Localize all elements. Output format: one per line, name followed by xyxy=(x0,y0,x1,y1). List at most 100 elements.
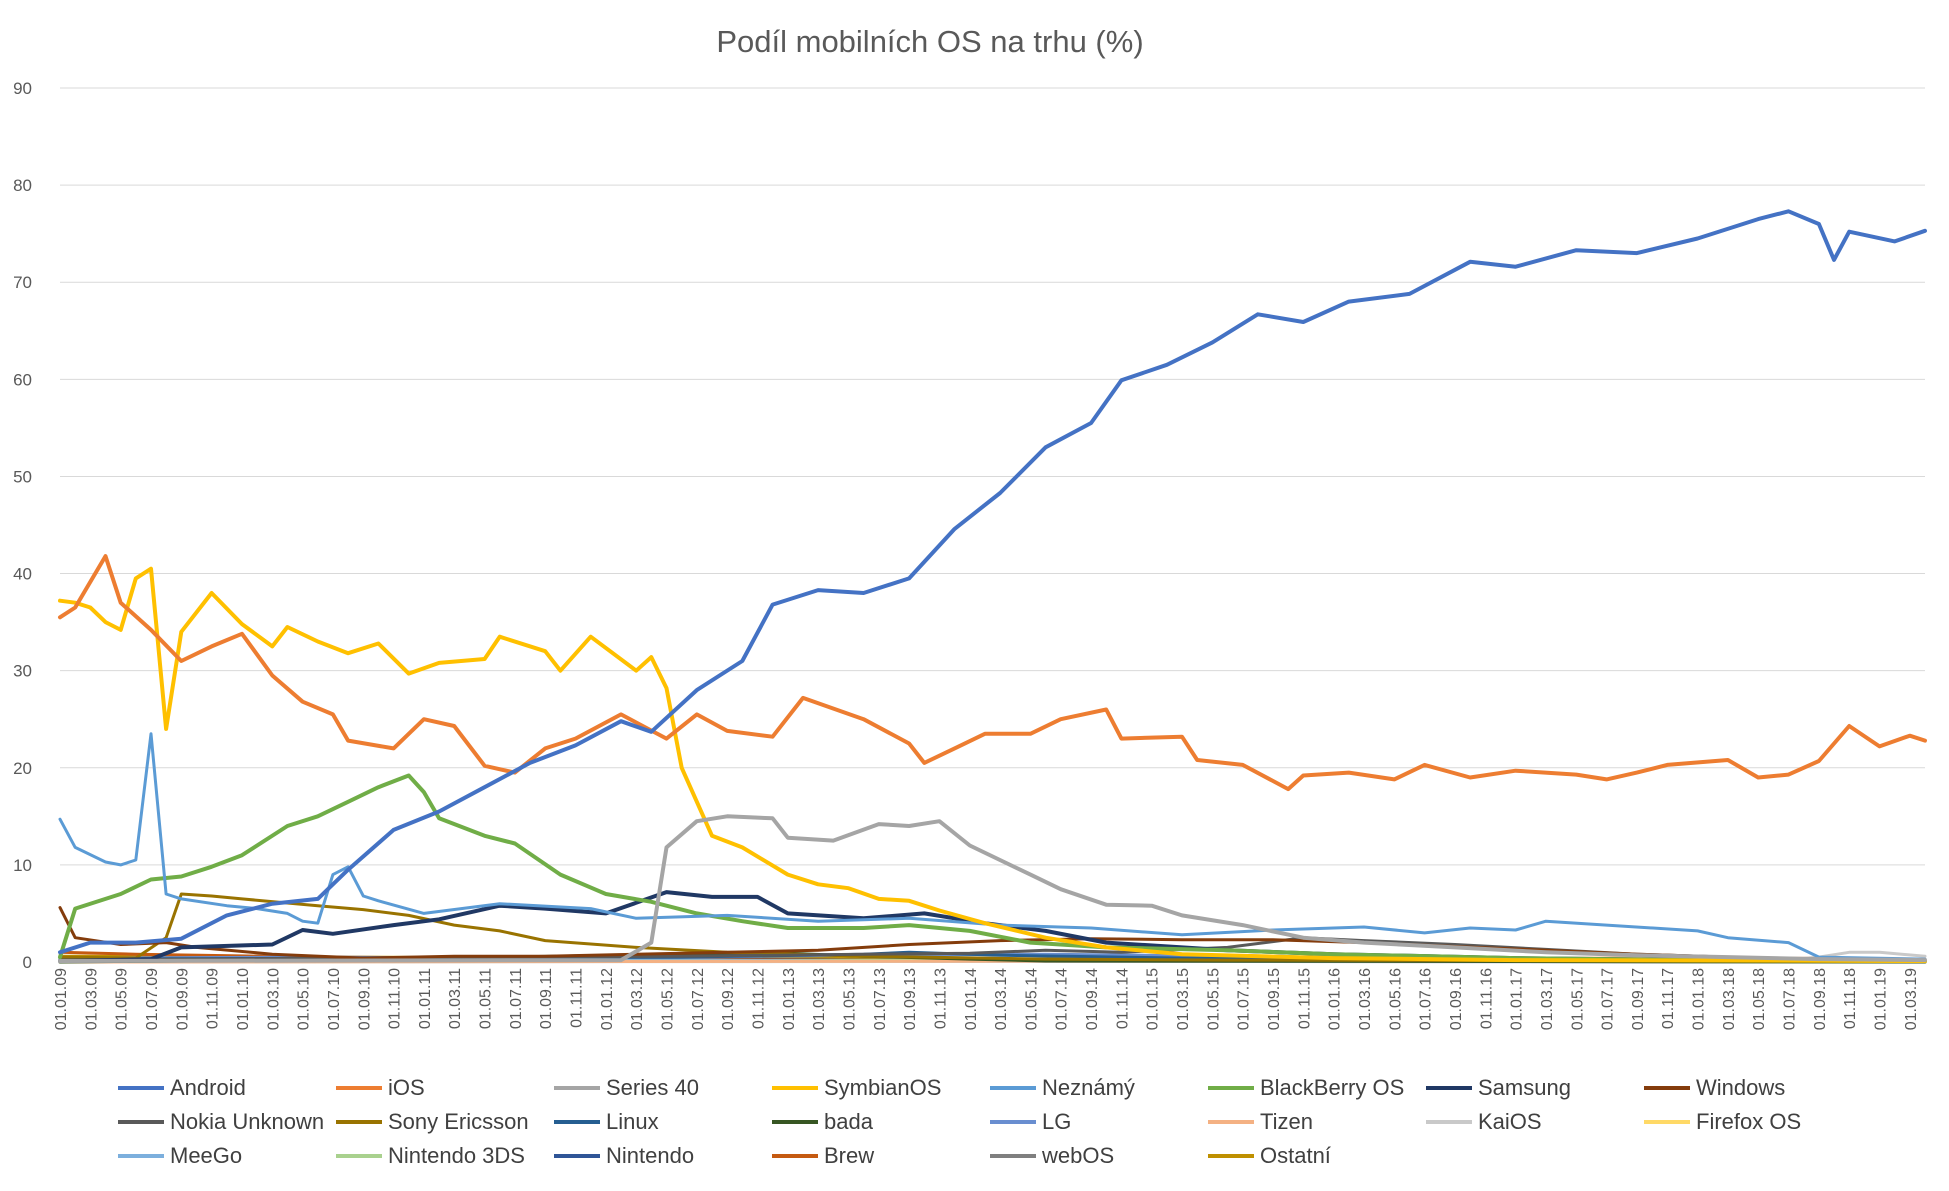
y-tick-label: 0 xyxy=(23,953,32,972)
x-tick-label: 01.07.12 xyxy=(690,968,707,1030)
legend-item: iOS xyxy=(336,1075,554,1100)
x-tick-label: 01.03.15 xyxy=(1175,968,1192,1030)
legend-swatch xyxy=(1208,1153,1254,1158)
legend-swatch xyxy=(1208,1085,1254,1090)
legend-item: Linux xyxy=(554,1109,772,1134)
x-tick-label: 01.07.18 xyxy=(1782,968,1799,1030)
legend-item: Windows xyxy=(1644,1075,1862,1100)
x-tick-label: 01.05.16 xyxy=(1387,968,1404,1030)
y-tick-label: 70 xyxy=(13,273,32,292)
x-tick-label: 01.03.16 xyxy=(1357,968,1374,1030)
x-tick-label: 01.11.17 xyxy=(1660,968,1677,1029)
legend-item: bada xyxy=(772,1109,990,1134)
legend-label: Brew xyxy=(824,1142,875,1168)
x-tick-label: 01.07.17 xyxy=(1600,968,1617,1030)
x-tick-label: 01.01.16 xyxy=(1327,968,1344,1030)
legend-label: Linux xyxy=(606,1108,659,1134)
legend-swatch xyxy=(990,1119,1036,1124)
x-tick-label: 01.01.09 xyxy=(53,968,70,1030)
series-line-android xyxy=(58,209,1927,955)
legend-label: Ostatní xyxy=(1260,1142,1331,1168)
x-tick-label: 01.11.18 xyxy=(1842,968,1859,1029)
x-tick-label: 01.09.16 xyxy=(1448,968,1465,1030)
x-tick-label: 01.09.10 xyxy=(356,968,373,1030)
x-tick-label: 01.05.15 xyxy=(1205,968,1222,1030)
x-tick-label: 01.01.11 xyxy=(417,968,434,1029)
legend-item: Ostatní xyxy=(1208,1143,1426,1168)
x-tick-label: 01.09.09 xyxy=(174,968,191,1030)
x-tick-label: 01.07.14 xyxy=(1054,968,1071,1030)
legend-swatch xyxy=(1644,1119,1690,1124)
legend: Android iOS Series 40 SymbianOS Neznámý Black… xyxy=(118,1075,1908,1168)
x-tick-label: 01.05.12 xyxy=(660,968,677,1030)
x-tick-label: 01.03.10 xyxy=(265,968,282,1030)
x-tick-label: 01.09.14 xyxy=(1084,968,1101,1030)
legend-item: SymbianOS xyxy=(772,1075,990,1100)
chart-title: Podíl mobilních OS na trhu (%) xyxy=(716,24,1143,59)
x-tick-label: 01.01.12 xyxy=(599,968,616,1030)
x-tick-label: 01.03.11 xyxy=(447,968,464,1029)
x-tick-label: 01.03.12 xyxy=(629,968,646,1030)
x-tick-label: 01.05.17 xyxy=(1569,968,1586,1030)
y-tick-label: 90 xyxy=(13,79,32,98)
legend-swatch xyxy=(1644,1085,1690,1090)
x-tick-label: 01.09.17 xyxy=(1630,968,1647,1030)
x-tick-label: 01.11.10 xyxy=(387,968,404,1029)
x-tick-label: 01.07.15 xyxy=(1236,968,1253,1030)
legend-label: webOS xyxy=(1042,1142,1115,1168)
x-tick-label: 01.11.14 xyxy=(1114,968,1131,1029)
x-tick-label: 01.07.13 xyxy=(872,968,889,1030)
legend-item: Brew xyxy=(772,1143,990,1168)
legend-item: KaiOS xyxy=(1426,1109,1644,1134)
legend-swatch xyxy=(1426,1085,1472,1090)
legend-swatch xyxy=(118,1085,164,1090)
series-line-symbianos xyxy=(58,566,1927,963)
legend-label: Firefox OS xyxy=(1696,1108,1802,1134)
legend-label: Series 40 xyxy=(606,1074,699,1100)
legend-swatch xyxy=(336,1085,382,1090)
legend-swatch xyxy=(554,1119,600,1124)
legend-item: Tizen xyxy=(1208,1109,1426,1134)
y-tick-label: 20 xyxy=(13,759,32,778)
x-tick-label: 01.11.11 xyxy=(569,968,586,1028)
legend-item: Series 40 xyxy=(554,1075,772,1100)
legend-swatch xyxy=(1426,1119,1472,1124)
legend-swatch xyxy=(118,1119,164,1124)
x-tick-label: 01.05.11 xyxy=(478,968,495,1029)
x-tick-label: 01.09.13 xyxy=(902,968,919,1030)
x-tick-label: 01.09.11 xyxy=(538,968,555,1029)
x-tick-label: 01.03.19 xyxy=(1903,968,1920,1030)
x-tick-label: 01.03.13 xyxy=(811,968,828,1030)
legend-label: bada xyxy=(824,1108,873,1134)
legend-label: KaiOS xyxy=(1478,1108,1542,1134)
x-tick-label: 01.07.10 xyxy=(326,968,343,1030)
legend-swatch xyxy=(772,1153,818,1158)
legend-label: Windows xyxy=(1696,1074,1786,1100)
legend-label: Android xyxy=(170,1074,246,1100)
legend-item: Samsung xyxy=(1426,1075,1644,1100)
x-tick-label: 01.05.18 xyxy=(1751,968,1768,1030)
legend-swatch xyxy=(336,1153,382,1158)
x-tick-label: 01.01.10 xyxy=(235,968,252,1030)
x-tick-label: 01.07.09 xyxy=(144,968,161,1030)
x-tick-label: 01.11.13 xyxy=(932,968,949,1029)
legend-item: Nintendo xyxy=(554,1143,772,1168)
y-axis-tick-labels: 0 10 20 30 40 50 60 70 80 90 xyxy=(13,79,32,972)
x-tick-label: 01.01.19 xyxy=(1873,968,1890,1030)
legend-item: Neznámý xyxy=(990,1075,1208,1100)
x-tick-label: 01.01.14 xyxy=(963,968,980,1030)
legend-label: Nintendo 3DS xyxy=(388,1142,525,1168)
y-tick-label: 60 xyxy=(13,370,32,389)
series-lines xyxy=(58,209,1927,964)
x-tick-label: 01.11.16 xyxy=(1478,968,1495,1029)
x-tick-label: 01.11.09 xyxy=(205,968,222,1029)
x-tick-label: 01.09.15 xyxy=(1266,968,1283,1030)
x-tick-label: 01.05.10 xyxy=(296,968,313,1030)
legend-swatch xyxy=(772,1085,818,1090)
legend-item: Sony Ericsson xyxy=(336,1109,554,1134)
x-tick-label: 01.01.18 xyxy=(1691,968,1708,1030)
legend-label: iOS xyxy=(388,1074,425,1100)
legend-label: Sony Ericsson xyxy=(388,1108,529,1134)
y-tick-label: 40 xyxy=(13,565,32,584)
legend-swatch xyxy=(554,1153,600,1158)
